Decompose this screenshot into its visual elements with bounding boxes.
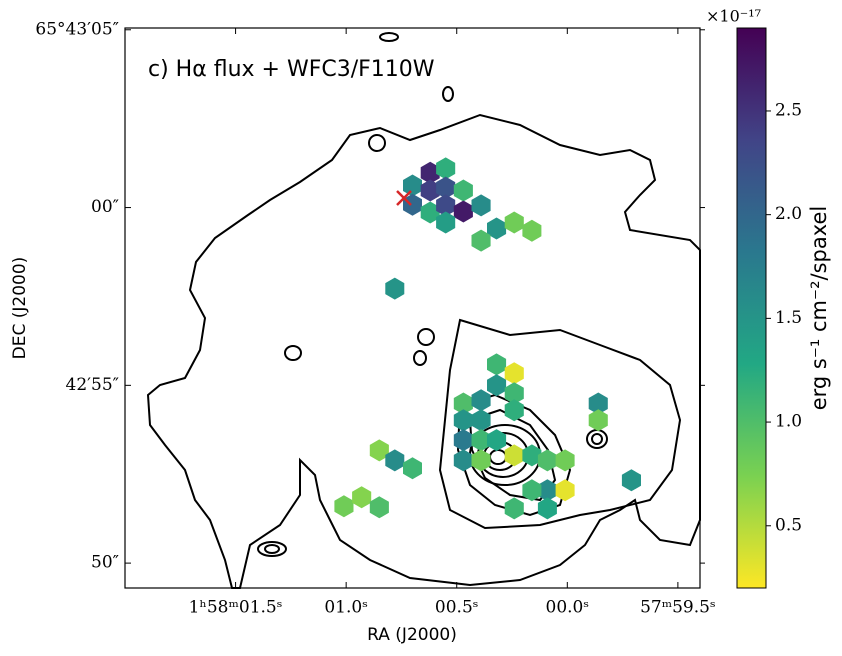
x-tick-label: 57ᵐ59.5ˢ xyxy=(640,598,716,618)
hexbin xyxy=(537,497,557,520)
hexbin xyxy=(471,449,491,472)
hexbin xyxy=(403,193,422,216)
hexbin xyxy=(369,439,389,462)
hexbin xyxy=(471,429,491,452)
colorbar-tick-label: 1.0 xyxy=(775,412,802,432)
hexbin xyxy=(403,174,422,197)
hexbin xyxy=(487,353,507,376)
x-tick-label: 01.0ˢ xyxy=(324,598,368,618)
hexbin xyxy=(504,362,524,385)
y-tick-label: 50″ xyxy=(91,553,119,573)
hexbin xyxy=(453,200,473,223)
x-tick-label: 00.0ˢ xyxy=(546,598,590,618)
hexbin xyxy=(453,429,473,452)
contour xyxy=(379,32,399,42)
contour xyxy=(591,433,603,445)
x-axis-label: RA (J2000) xyxy=(367,625,457,645)
y-tick-label: 00″ xyxy=(91,197,119,217)
x-tick-label: 1ʰ58ᵐ01.5ˢ xyxy=(189,598,283,618)
hexbin xyxy=(537,479,557,502)
hexbin xyxy=(522,444,542,467)
marker-x xyxy=(396,190,412,206)
hexbins xyxy=(334,157,641,520)
hexbin xyxy=(420,161,440,184)
hexbin xyxy=(453,179,473,202)
hexbin xyxy=(352,486,372,509)
hexbin xyxy=(504,399,524,422)
colorbar xyxy=(737,28,766,588)
hexbin xyxy=(621,469,641,492)
marker-x-stroke xyxy=(396,190,412,206)
hexbin xyxy=(487,429,507,452)
y-tick-label: 42′55″ xyxy=(66,375,119,395)
colorbar-label: erg s⁻¹ cm⁻²/spaxel xyxy=(807,206,831,411)
contour xyxy=(442,86,454,102)
hexbin xyxy=(385,449,405,472)
hexbin xyxy=(487,217,507,240)
hexbin xyxy=(588,392,608,415)
contour xyxy=(413,350,427,366)
hexbin xyxy=(471,229,491,252)
colorbar-tick-label: 0.5 xyxy=(775,515,802,535)
chart-title: c) Hα flux + WFC3/F110W xyxy=(148,57,435,82)
hexbin xyxy=(334,495,354,518)
contour xyxy=(257,541,287,557)
hexbin xyxy=(504,382,524,405)
hexbin xyxy=(588,409,608,432)
contour xyxy=(438,318,682,530)
hexbin xyxy=(369,496,389,519)
plot-frame xyxy=(124,27,701,589)
hexbin xyxy=(436,194,456,217)
hexbin xyxy=(436,176,456,199)
hexbin xyxy=(522,219,542,242)
hexbin xyxy=(522,479,542,502)
contour xyxy=(586,429,608,449)
hexbin xyxy=(504,444,524,467)
colorbar-frame xyxy=(736,27,767,589)
hexbin xyxy=(436,211,456,234)
colorbar-tick-label: 1.5 xyxy=(775,308,802,328)
colorbar-offset: ×10⁻¹⁷ xyxy=(706,7,761,26)
hexbin xyxy=(555,479,575,502)
contour xyxy=(146,113,701,589)
hexbin xyxy=(453,409,473,432)
hexbin xyxy=(471,409,491,432)
contour xyxy=(417,328,435,346)
colorbar-tick-label: 2.0 xyxy=(775,204,802,224)
contours xyxy=(146,32,701,589)
contour xyxy=(264,544,280,554)
hexbin xyxy=(504,497,524,520)
hexbin xyxy=(420,179,440,202)
hexbin xyxy=(385,277,405,300)
hexbin xyxy=(420,201,440,224)
y-axis-label: DEC (J2000) xyxy=(10,257,30,360)
hexbin xyxy=(487,374,507,397)
hexbin xyxy=(453,392,473,415)
y-tick-label: 65°43′05″ xyxy=(35,19,119,39)
hexbin xyxy=(537,449,557,472)
hexbin xyxy=(403,457,422,480)
hexbin xyxy=(555,449,575,472)
contour xyxy=(284,345,302,361)
hexbin xyxy=(471,389,491,412)
contour xyxy=(489,449,507,465)
contour xyxy=(368,134,386,152)
hexbin xyxy=(504,211,524,234)
hexbin xyxy=(471,194,491,217)
hexbin xyxy=(436,157,456,180)
hexbin xyxy=(453,449,473,472)
x-tick-label: 00.5ˢ xyxy=(435,598,479,618)
colorbar-tick-label: 2.5 xyxy=(775,100,802,120)
